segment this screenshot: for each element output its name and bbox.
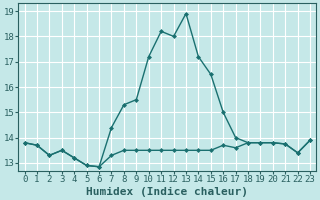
X-axis label: Humidex (Indice chaleur): Humidex (Indice chaleur) — [86, 186, 248, 197]
